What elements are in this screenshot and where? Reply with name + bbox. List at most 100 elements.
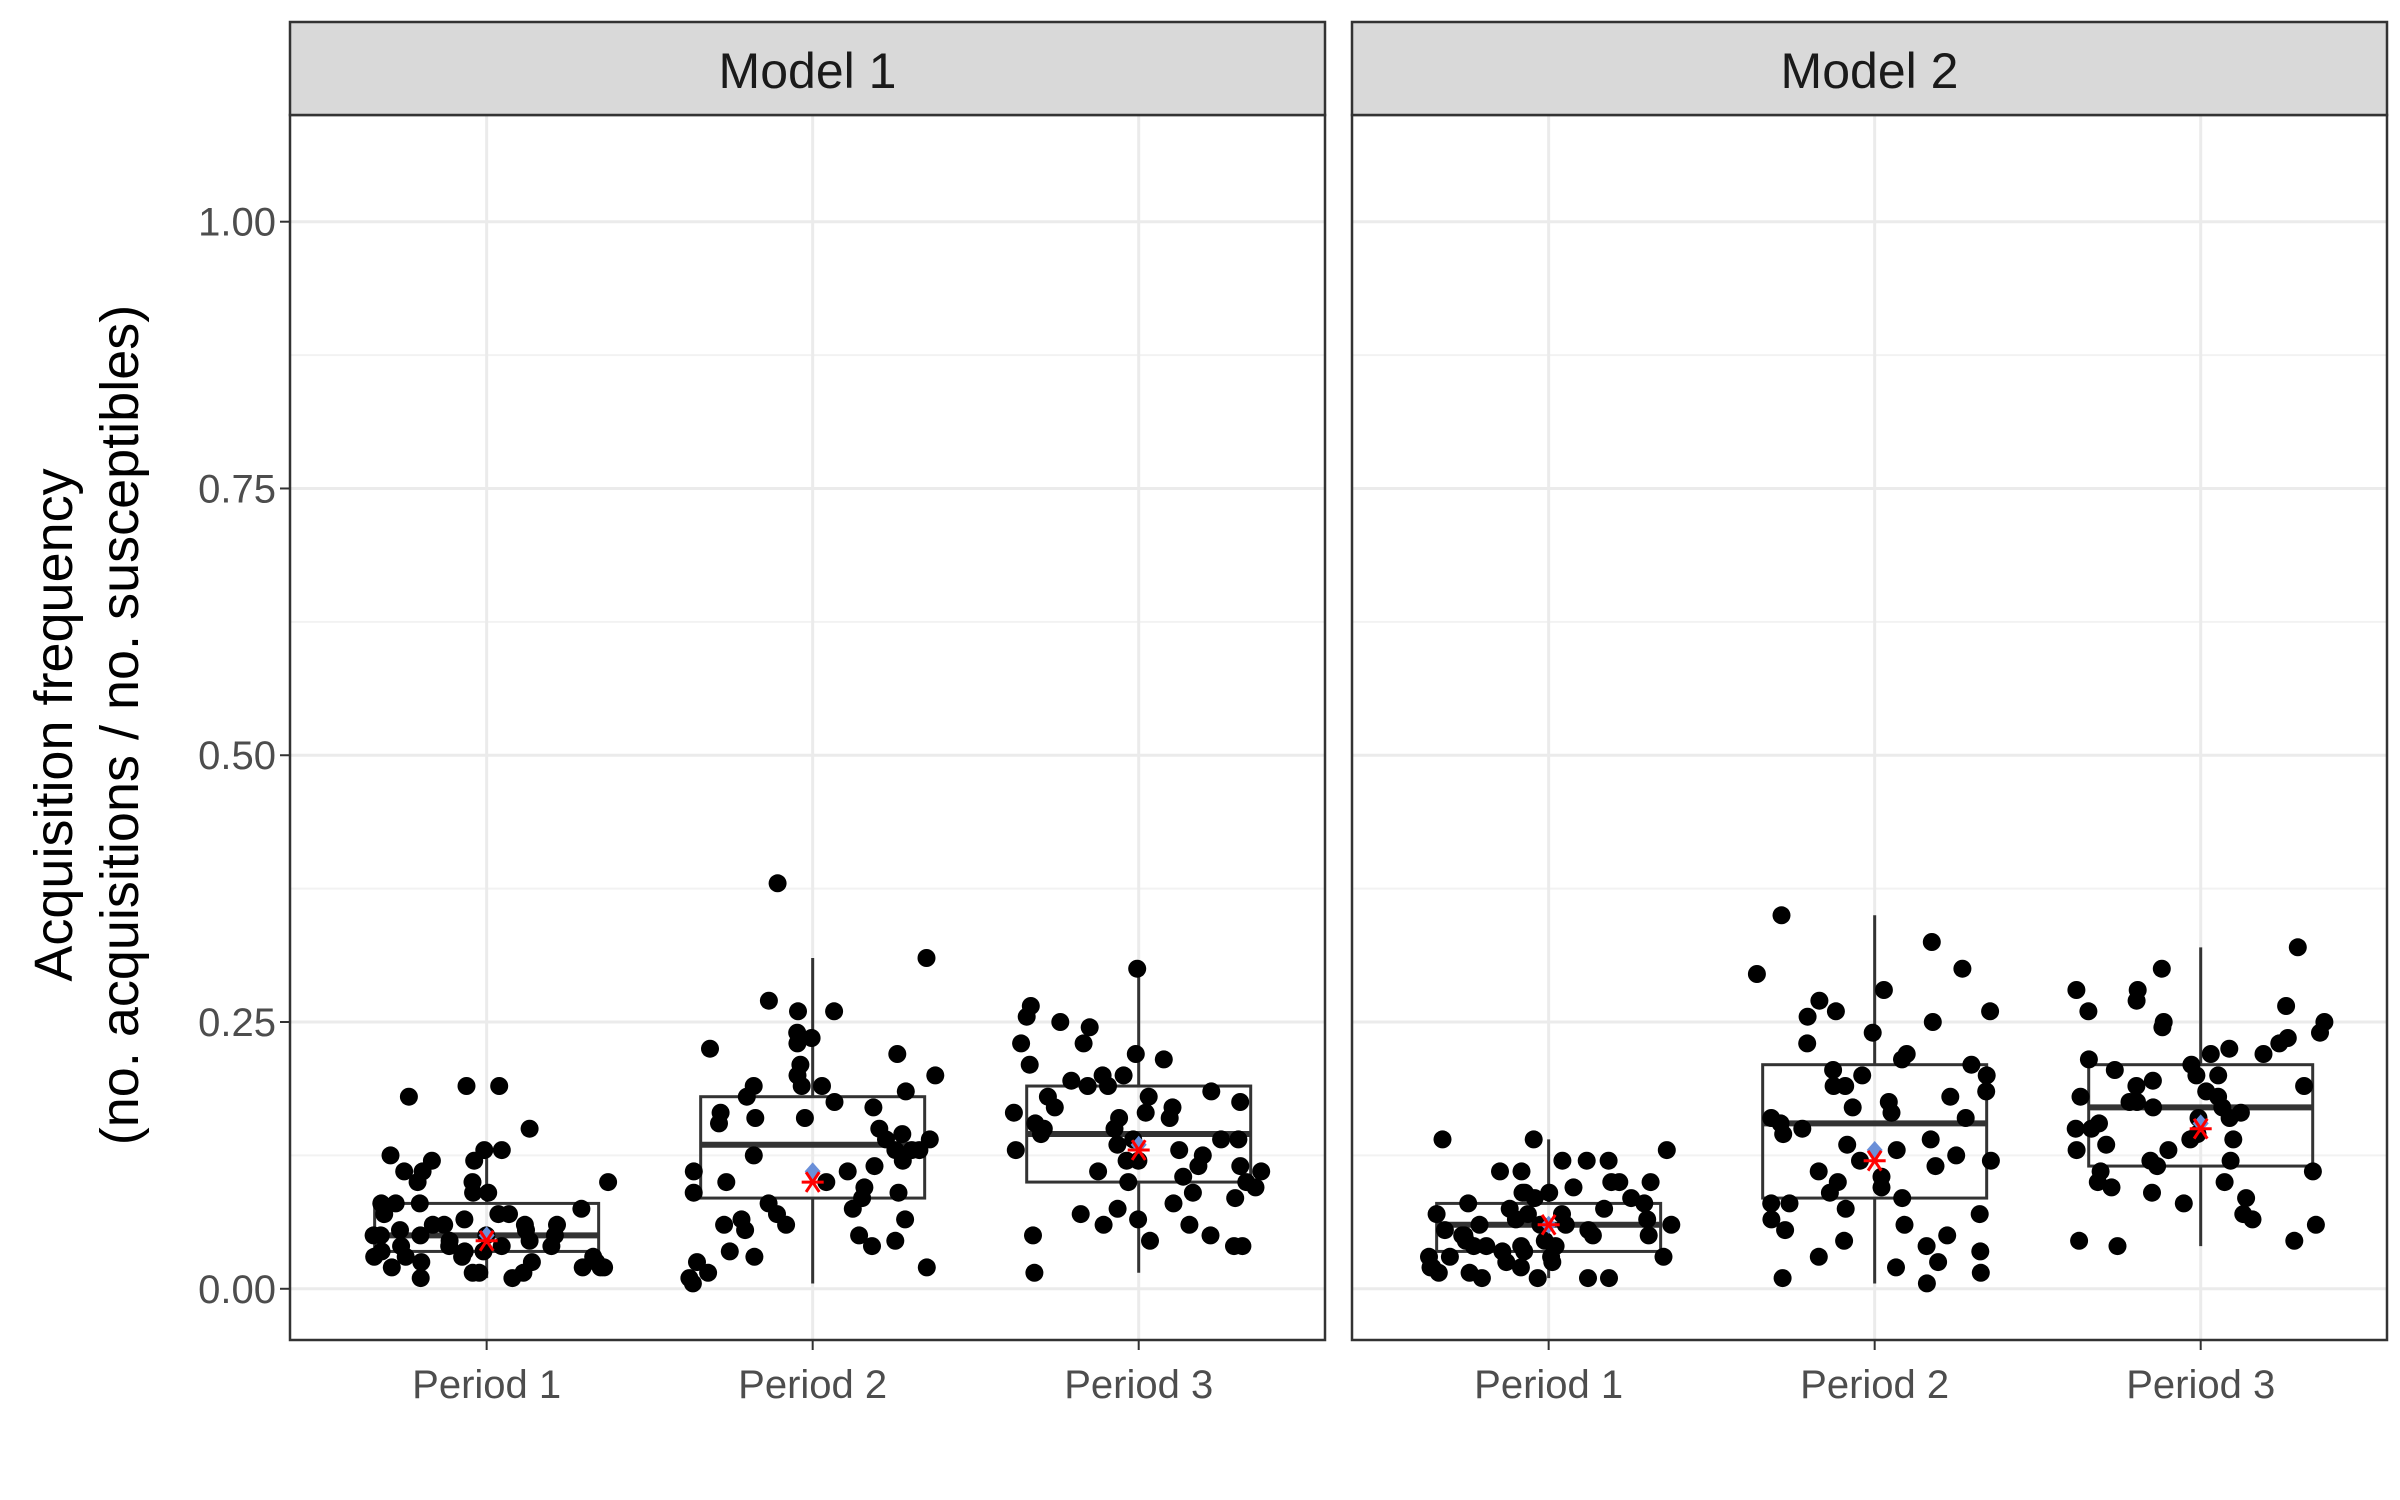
y-tick-label: 0.75 xyxy=(198,467,276,511)
data-point xyxy=(2079,1050,2098,1069)
data-point xyxy=(1025,1263,1044,1282)
data-point xyxy=(1874,981,1893,999)
data-point xyxy=(1838,1135,1857,1154)
data-point xyxy=(1512,1162,1531,1181)
data-point xyxy=(1512,1237,1531,1256)
data-point xyxy=(917,949,936,967)
data-point xyxy=(2108,1237,2127,1256)
y-tick-label: 0.00 xyxy=(198,1268,276,1312)
data-point xyxy=(1062,1071,1081,1090)
data-point xyxy=(1021,997,1040,1015)
reference-marker-stroke xyxy=(804,1171,821,1193)
data-point xyxy=(1962,1055,1981,1074)
data-point xyxy=(813,1077,831,1095)
data-point xyxy=(1231,1157,1250,1176)
data-point xyxy=(1981,1002,2000,1021)
data-point xyxy=(1882,1103,1901,1122)
panel-background xyxy=(1352,115,2387,1340)
data-point xyxy=(926,1066,945,1085)
data-point xyxy=(1139,1087,1158,1106)
data-point xyxy=(1657,1141,1676,1160)
data-point xyxy=(1926,1157,1945,1176)
data-point xyxy=(788,1034,807,1053)
data-point xyxy=(1233,1237,1252,1256)
data-point xyxy=(1515,1183,1534,1202)
data-point xyxy=(1747,965,1766,983)
panel-1: Period 1 Period 2 Period 3 Model 1 xyxy=(288,20,1327,1407)
data-point xyxy=(684,1183,703,1202)
data-point xyxy=(1435,1221,1454,1240)
strip-background xyxy=(288,20,1327,117)
data-point xyxy=(1977,1082,1996,1101)
data-point xyxy=(684,1162,703,1181)
data-point xyxy=(1440,1247,1459,1266)
data-point xyxy=(1497,1253,1516,1272)
data-point xyxy=(1820,1183,1839,1202)
data-point xyxy=(1470,1215,1489,1234)
data-point xyxy=(1773,1269,1792,1288)
data-point xyxy=(1887,1258,1905,1277)
x-tick-label: Period 3 xyxy=(1064,1363,1213,1407)
data-point xyxy=(1780,1194,1799,1213)
box xyxy=(1761,1063,1989,1200)
data-point xyxy=(893,1125,912,1144)
data-point xyxy=(1071,1205,1090,1224)
data-point xyxy=(1020,1055,1039,1074)
data-point xyxy=(2144,1098,2163,1117)
data-point xyxy=(817,1173,836,1192)
reference-marker xyxy=(1127,1139,1150,1161)
data-point xyxy=(1922,933,1941,951)
data-point xyxy=(795,1109,814,1127)
data-point xyxy=(1564,1178,1583,1197)
data-point xyxy=(474,1242,493,1261)
data-point xyxy=(2224,1130,2243,1149)
data-point xyxy=(1170,1141,1189,1160)
reference-marker xyxy=(801,1171,824,1193)
data-point xyxy=(1114,1066,1133,1085)
data-point xyxy=(1583,1226,1602,1245)
data-point xyxy=(1776,1221,1795,1240)
data-point xyxy=(1231,1093,1250,1111)
data-point xyxy=(1762,1210,1781,1229)
data-point xyxy=(395,1162,414,1181)
reference-marker-stroke xyxy=(478,1230,495,1252)
data-point xyxy=(1977,1066,1996,1085)
data-point xyxy=(789,1002,807,1021)
data-point xyxy=(2288,938,2307,957)
data-point xyxy=(888,1045,907,1063)
data-point xyxy=(744,1146,763,1165)
data-point xyxy=(1477,1237,1496,1256)
data-point xyxy=(777,1215,796,1234)
y-axis-title: Acquisition frequency (no. acquisitions … xyxy=(24,305,150,1145)
data-point xyxy=(825,1002,844,1021)
data-point xyxy=(1893,1050,1911,1069)
data-point xyxy=(464,1183,483,1202)
data-point xyxy=(573,1258,592,1277)
data-point xyxy=(917,1258,936,1277)
data-point xyxy=(2079,1002,2098,1021)
data-point xyxy=(1600,1269,1618,1288)
data-point xyxy=(514,1263,533,1282)
data-point xyxy=(1089,1162,1108,1181)
data-point xyxy=(2127,1077,2146,1095)
data-point xyxy=(1622,1189,1641,1208)
data-point xyxy=(465,1151,484,1170)
data-point xyxy=(1941,1087,1960,1106)
data-point xyxy=(1798,1034,1817,1053)
data-point xyxy=(737,1087,756,1106)
data-point xyxy=(515,1215,534,1234)
data-point xyxy=(1129,1151,1148,1170)
data-point xyxy=(2220,1039,2239,1058)
reference-marker-stroke xyxy=(1866,1149,1883,1172)
data-point xyxy=(1654,1247,1673,1266)
data-point xyxy=(1154,1050,1173,1069)
data-point xyxy=(1459,1194,1478,1213)
data-point xyxy=(1094,1215,1113,1234)
data-point xyxy=(1851,1151,1869,1170)
data-point xyxy=(1229,1130,1248,1149)
data-point xyxy=(2159,1141,2178,1160)
data-point xyxy=(1956,1109,1975,1127)
data-point xyxy=(1577,1151,1596,1170)
